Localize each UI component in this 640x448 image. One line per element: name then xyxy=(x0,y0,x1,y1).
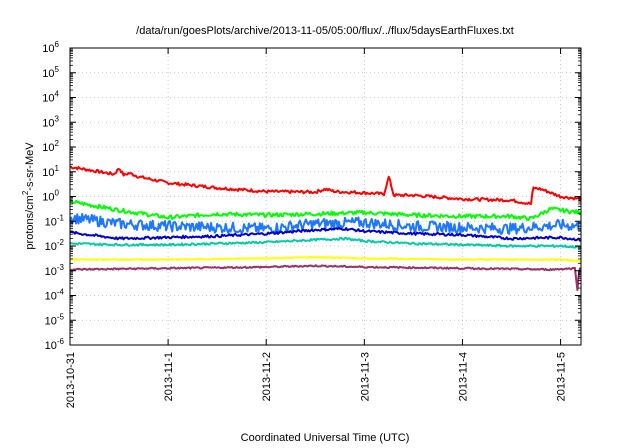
y-tick-exponent: 5 xyxy=(55,65,60,74)
y-tick-exponent: 2 xyxy=(55,139,60,148)
axis-ticks xyxy=(69,47,581,346)
y-tick-label: 106 xyxy=(42,40,59,55)
y-tick-label: 102 xyxy=(42,139,59,154)
y-tick-exponent: -6 xyxy=(57,337,65,346)
y-tick-exponent: -4 xyxy=(57,288,65,297)
y-tick-base: 10 xyxy=(42,43,54,55)
y-tick-base: 10 xyxy=(42,117,54,129)
x-axis-label: Coordinated Universal Time (UTC) xyxy=(241,432,410,444)
series-line-4 xyxy=(69,227,582,242)
y-tick-base: 10 xyxy=(45,291,57,303)
y-tick-label: 103 xyxy=(42,114,59,129)
x-tick-label: 2013-11-5 xyxy=(556,352,568,401)
y-tick-base: 10 xyxy=(45,266,57,278)
y-tick-base: 10 xyxy=(42,93,54,105)
y-tick-base: 10 xyxy=(42,192,54,204)
y-tick-label: 10-5 xyxy=(45,312,65,327)
series-line-3 xyxy=(69,212,582,235)
y-tick-exponent: 1 xyxy=(55,164,60,173)
y-tick-exponent: 4 xyxy=(55,90,60,99)
y-tick-base: 10 xyxy=(42,142,54,154)
x-tick-labels: 2013-10-31 2013-11-1 2013-11-2 2013-11-3 201… xyxy=(65,352,568,408)
y-tick-label: 10-2 xyxy=(45,238,65,253)
x-tick-label: 2013-11-1 xyxy=(163,352,175,401)
y-tick-label: 10-4 xyxy=(45,288,65,303)
y-tick-label: 100 xyxy=(42,189,59,204)
series-line-2 xyxy=(69,199,582,221)
y-tick-exponent: 3 xyxy=(55,114,60,123)
y-tick-label: 10-6 xyxy=(45,337,65,352)
y-tick-base: 10 xyxy=(42,167,54,179)
x-tick-label: 2013-11-2 xyxy=(261,352,273,401)
y-tick-label: 10-1 xyxy=(45,213,65,228)
y-tick-exponent: 6 xyxy=(55,40,60,49)
data-series xyxy=(69,165,582,291)
chart-title: /data/run/goesPlots/archive/2013-11-05/0… xyxy=(136,25,514,37)
y-tick-label: 10-3 xyxy=(45,263,65,278)
series-line-6 xyxy=(69,255,582,263)
x-tick-label: 2013-11-4 xyxy=(457,352,469,401)
y-tick-labels: 10610510410310210110010-110-210-310-410-… xyxy=(42,40,64,352)
x-tick-label: 2013-10-31 xyxy=(65,352,77,408)
y-tick-base: 10 xyxy=(42,68,54,80)
y-tick-exponent: -5 xyxy=(57,312,65,321)
y-tick-base: 10 xyxy=(45,241,57,253)
y-tick-label: 104 xyxy=(42,90,59,105)
y-tick-label: 105 xyxy=(42,65,59,80)
series-line-5 xyxy=(69,236,582,249)
y-tick-base: 10 xyxy=(45,216,57,228)
y-axis-label: protons/cm2-s-sr-MeV xyxy=(21,142,36,250)
series-line-7 xyxy=(69,264,582,291)
x-tick-label: 2013-11-3 xyxy=(359,352,371,401)
y-tick-exponent: -3 xyxy=(57,263,65,272)
y-tick-base: 10 xyxy=(45,315,57,327)
y-tick-label: 101 xyxy=(42,164,59,179)
y-tick-exponent: -2 xyxy=(57,238,65,247)
series-line-1 xyxy=(70,165,582,205)
y-tick-exponent: 0 xyxy=(55,189,60,198)
y-tick-exponent: -1 xyxy=(57,213,65,222)
y-tick-base: 10 xyxy=(45,340,57,352)
